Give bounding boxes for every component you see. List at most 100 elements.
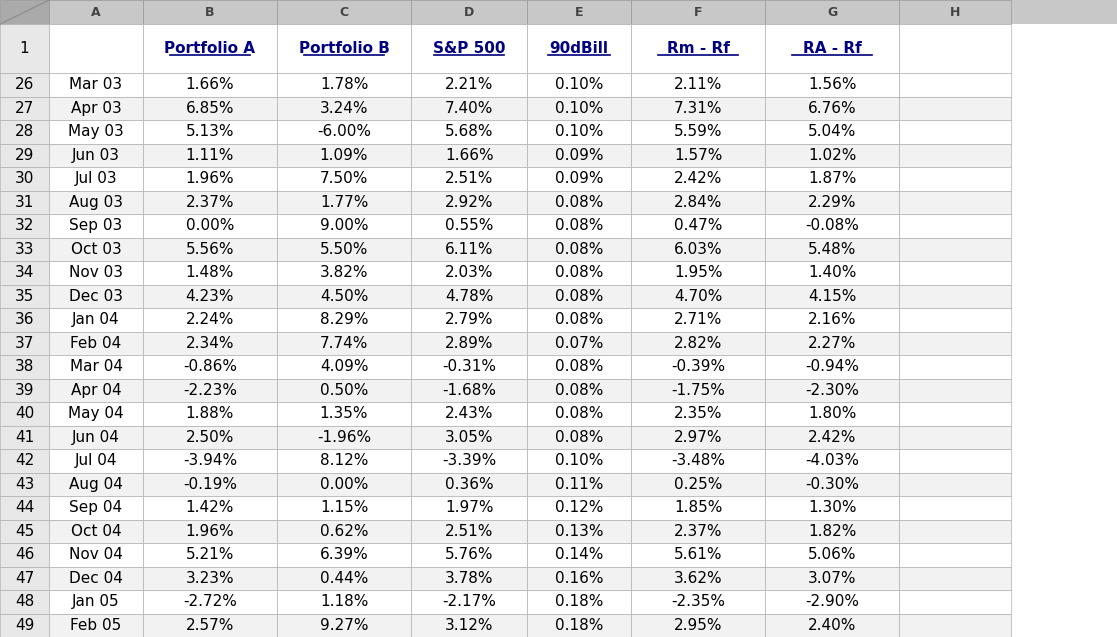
Bar: [527, 473, 631, 496]
Bar: [0, 120, 49, 144]
Bar: [143, 449, 277, 473]
Bar: [527, 520, 631, 543]
Text: 2.50%: 2.50%: [185, 430, 235, 445]
Bar: [631, 402, 765, 426]
Text: 8.29%: 8.29%: [319, 312, 369, 327]
Text: 2.11%: 2.11%: [674, 78, 723, 92]
Bar: [49, 238, 143, 261]
Text: -1.68%: -1.68%: [442, 383, 496, 398]
Text: 0.50%: 0.50%: [319, 383, 369, 398]
Bar: [631, 73, 765, 97]
Bar: [411, 496, 527, 520]
Bar: [277, 97, 411, 120]
Bar: [899, 120, 1011, 144]
Bar: [0, 214, 49, 238]
Bar: [143, 120, 277, 144]
Text: 8.12%: 8.12%: [319, 454, 369, 468]
Bar: [411, 355, 527, 378]
Text: 0.08%: 0.08%: [555, 242, 603, 257]
Bar: [411, 190, 527, 214]
Bar: [631, 167, 765, 190]
Text: 3.62%: 3.62%: [674, 571, 723, 586]
Text: 33: 33: [15, 242, 35, 257]
Text: -0.31%: -0.31%: [442, 359, 496, 375]
Bar: [49, 473, 143, 496]
Text: 0.08%: 0.08%: [555, 289, 603, 304]
Text: 41: 41: [15, 430, 35, 445]
Bar: [277, 355, 411, 378]
Text: 2.97%: 2.97%: [674, 430, 723, 445]
Text: 5.59%: 5.59%: [674, 124, 723, 140]
Bar: [631, 0, 765, 24]
Bar: [277, 308, 411, 332]
Bar: [631, 24, 765, 73]
Text: 0.14%: 0.14%: [555, 547, 603, 562]
Bar: [411, 24, 527, 73]
Text: 0.08%: 0.08%: [555, 430, 603, 445]
Bar: [631, 378, 765, 402]
Text: Jul 03: Jul 03: [75, 171, 117, 187]
Text: 1.87%: 1.87%: [808, 171, 857, 187]
Bar: [49, 520, 143, 543]
Bar: [765, 449, 899, 473]
Bar: [0, 543, 49, 566]
Text: Sep 03: Sep 03: [69, 218, 123, 233]
Text: Nov 03: Nov 03: [69, 266, 123, 280]
Bar: [411, 566, 527, 590]
Text: 34: 34: [15, 266, 35, 280]
Bar: [765, 613, 899, 637]
Bar: [527, 238, 631, 261]
Text: 5.50%: 5.50%: [319, 242, 369, 257]
Bar: [765, 520, 899, 543]
Text: 9.27%: 9.27%: [319, 618, 369, 633]
Bar: [631, 238, 765, 261]
Text: -2.35%: -2.35%: [671, 594, 725, 609]
Bar: [0, 190, 49, 214]
Bar: [0, 402, 49, 426]
Text: 1.96%: 1.96%: [185, 171, 235, 187]
Bar: [49, 332, 143, 355]
Text: Apr 03: Apr 03: [70, 101, 122, 116]
Bar: [411, 144, 527, 167]
Bar: [899, 97, 1011, 120]
Bar: [411, 543, 527, 566]
Text: 30: 30: [15, 171, 35, 187]
Text: Nov 04: Nov 04: [69, 547, 123, 562]
Bar: [765, 0, 899, 24]
Text: 9.00%: 9.00%: [319, 218, 369, 233]
Bar: [143, 543, 277, 566]
Bar: [277, 144, 411, 167]
Text: 5.56%: 5.56%: [185, 242, 235, 257]
Bar: [277, 238, 411, 261]
Bar: [899, 449, 1011, 473]
Text: 5.68%: 5.68%: [445, 124, 494, 140]
Text: 2.82%: 2.82%: [674, 336, 723, 351]
Bar: [765, 144, 899, 167]
Bar: [277, 426, 411, 449]
Bar: [143, 73, 277, 97]
Text: 0.36%: 0.36%: [445, 477, 494, 492]
Text: Feb 04: Feb 04: [70, 336, 122, 351]
Text: 0.44%: 0.44%: [319, 571, 369, 586]
Text: B: B: [206, 6, 214, 18]
Bar: [0, 613, 49, 637]
Text: May 04: May 04: [68, 406, 124, 421]
Bar: [49, 355, 143, 378]
Text: 28: 28: [15, 124, 35, 140]
Bar: [277, 566, 411, 590]
Bar: [631, 144, 765, 167]
Bar: [49, 566, 143, 590]
Text: Portfolio B: Portfolio B: [298, 41, 390, 56]
Bar: [631, 261, 765, 285]
Bar: [277, 285, 411, 308]
Bar: [49, 496, 143, 520]
Text: 0.18%: 0.18%: [555, 618, 603, 633]
Text: 2.16%: 2.16%: [808, 312, 857, 327]
Bar: [143, 144, 277, 167]
Bar: [277, 543, 411, 566]
Bar: [277, 449, 411, 473]
Bar: [49, 261, 143, 285]
Bar: [631, 520, 765, 543]
Bar: [277, 120, 411, 144]
Bar: [49, 144, 143, 167]
